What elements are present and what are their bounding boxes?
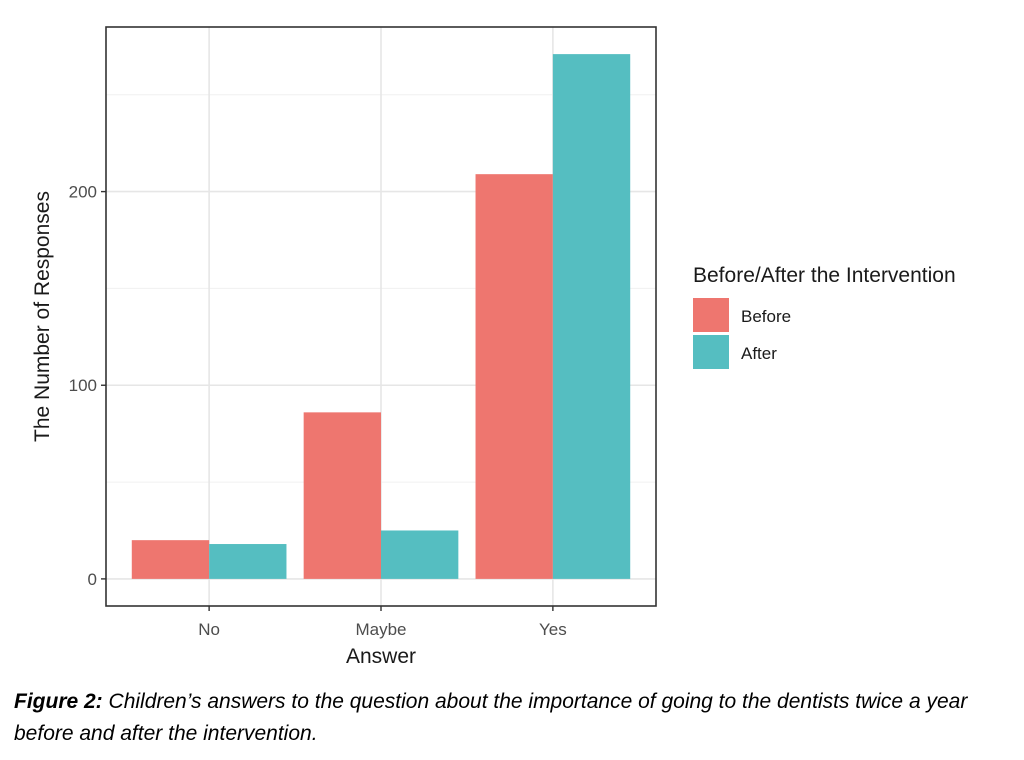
bar-before-no xyxy=(131,540,210,579)
bar-before-maybe xyxy=(303,412,381,579)
bars xyxy=(131,54,631,579)
bar-before-yes xyxy=(475,174,553,579)
bar-after-no xyxy=(209,544,287,579)
y-tick-label: 0 xyxy=(88,570,97,589)
axis-ticks xyxy=(101,190,554,611)
legend-label-after: After xyxy=(741,344,777,363)
legend: Before/After the Intervention Before Afte… xyxy=(693,264,956,369)
legend-key-after xyxy=(693,335,729,369)
legend-key-before xyxy=(693,298,729,332)
tick-labels: 0 100 200 No Maybe Yes xyxy=(69,183,567,639)
figure-caption: Figure 2: Children’s answers to the ques… xyxy=(14,686,1014,750)
y-axis-title: The Number of Responses xyxy=(31,191,54,442)
x-axis-title: Answer xyxy=(346,645,416,668)
x-tick-label: No xyxy=(198,620,220,639)
caption-text: Children’s answers to the question about… xyxy=(14,690,968,745)
y-tick-label: 100 xyxy=(69,376,97,395)
bar-after-maybe xyxy=(381,530,459,579)
caption-label: Figure 2: xyxy=(14,690,103,713)
x-tick-label: Maybe xyxy=(355,620,406,639)
y-tick-label: 200 xyxy=(69,183,97,202)
legend-title: Before/After the Intervention xyxy=(693,264,956,287)
legend-label-before: Before xyxy=(741,307,791,326)
bar-chart: 0 100 200 No Maybe Yes Answer The Number of R… xyxy=(31,26,956,668)
bar-after-yes xyxy=(552,54,631,579)
x-tick-label: Yes xyxy=(539,620,567,639)
